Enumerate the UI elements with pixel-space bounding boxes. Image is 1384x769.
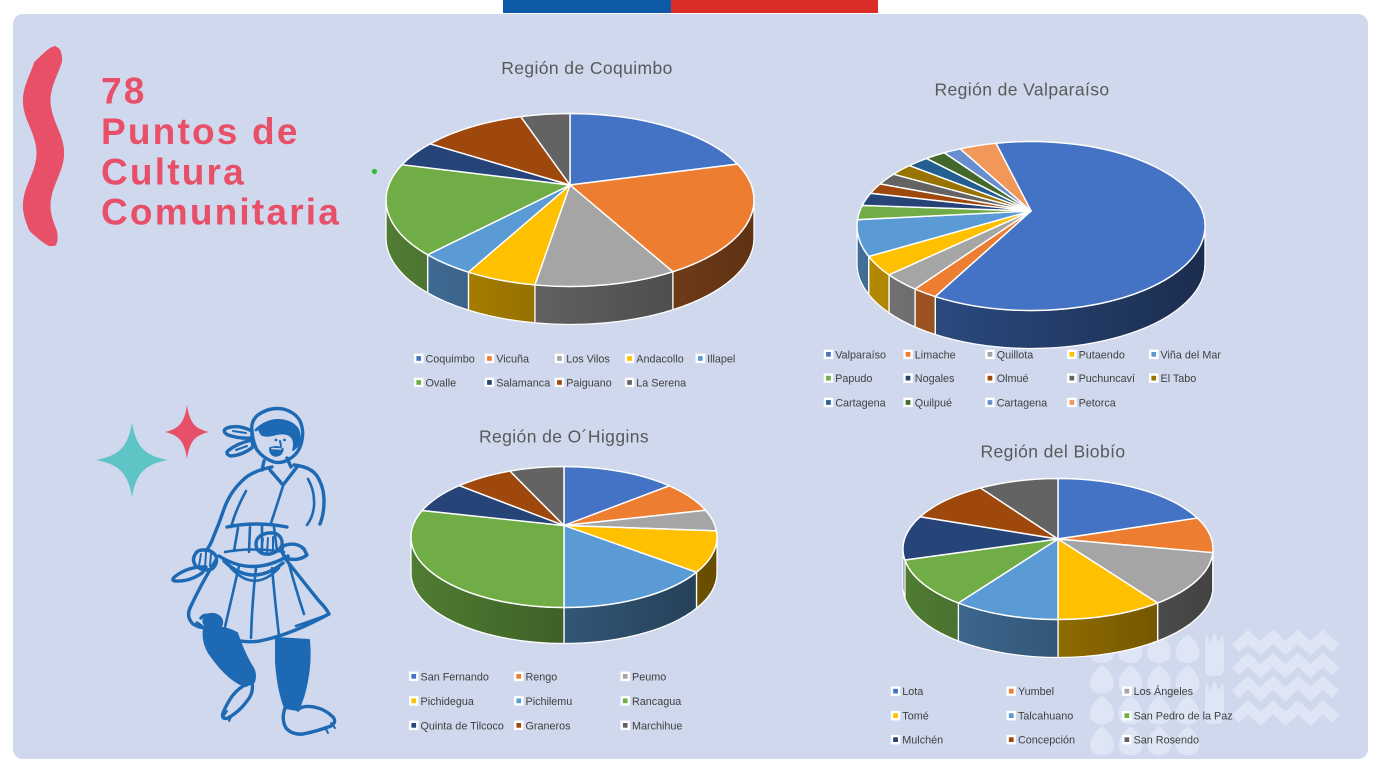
svg-text:Puchuncaví: Puchuncaví [1079,373,1135,385]
svg-text:Peumo: Peumo [632,671,666,683]
svg-text:Cartagena: Cartagena [997,398,1047,410]
svg-text:Región de Valparaíso: Región de Valparaíso [934,80,1109,100]
svg-text:Talcahuano: Talcahuano [1018,711,1073,723]
svg-text:Concepción: Concepción [1018,735,1075,747]
svg-text:Región de O´Higgins: Región de O´Higgins [479,427,649,447]
svg-text:San Pedro de la Paz: San Pedro de la Paz [1134,711,1233,723]
svg-text:Rancagua: Rancagua [632,696,681,708]
svg-text:Lota: Lota [902,686,923,698]
svg-text:Rengo: Rengo [526,671,558,683]
svg-text:Vicuña: Vicuña [496,354,529,366]
svg-text:Los Vilos: Los Vilos [566,354,610,366]
svg-text:Pichilemu: Pichilemu [526,696,573,708]
svg-text:Marchihue: Marchihue [632,720,682,732]
svg-text:Quillota: Quillota [997,349,1034,361]
svg-text:San Fernando: San Fernando [421,671,489,683]
svg-text:La Serena: La Serena [636,378,686,390]
svg-text:Región del Biobío: Región del Biobío [981,442,1126,462]
svg-text:Quinta de Tilcoco: Quinta de Tilcoco [421,720,504,732]
svg-text:Papudo: Papudo [835,373,872,385]
svg-text:Graneros: Graneros [526,720,572,732]
svg-text:Región de Coquimbo: Región de Coquimbo [501,58,673,78]
svg-text:Viña del Mar: Viña del Mar [1161,349,1222,361]
svg-text:Coquimbo: Coquimbo [426,354,475,366]
svg-text:Tomé: Tomé [902,711,928,723]
svg-text:Pichidegua: Pichidegua [421,696,474,708]
svg-text:Putaendo: Putaendo [1079,349,1125,361]
svg-text:Mulchén: Mulchén [902,735,943,747]
svg-text:Los Ángeles: Los Ángeles [1134,685,1194,698]
svg-text:Petorca: Petorca [1079,398,1116,410]
svg-text:Quilpué: Quilpué [915,398,952,410]
svg-text:El Tabo: El Tabo [1161,373,1197,385]
svg-text:San Rosendo: San Rosendo [1134,735,1199,747]
svg-text:Olmué: Olmué [997,373,1029,385]
svg-text:Ovalle: Ovalle [426,378,457,390]
svg-text:Yumbel: Yumbel [1018,686,1054,698]
svg-text:Illapel: Illapel [707,354,735,366]
svg-text:Salamanca: Salamanca [496,378,550,390]
svg-text:Andacollo: Andacollo [636,354,683,366]
svg-text:Cartagena: Cartagena [835,398,885,410]
svg-text:Limache: Limache [915,349,956,361]
svg-text:Nogales: Nogales [915,373,955,385]
svg-text:Paiguano: Paiguano [566,378,612,390]
svg-text:Valparaíso: Valparaíso [835,349,886,361]
